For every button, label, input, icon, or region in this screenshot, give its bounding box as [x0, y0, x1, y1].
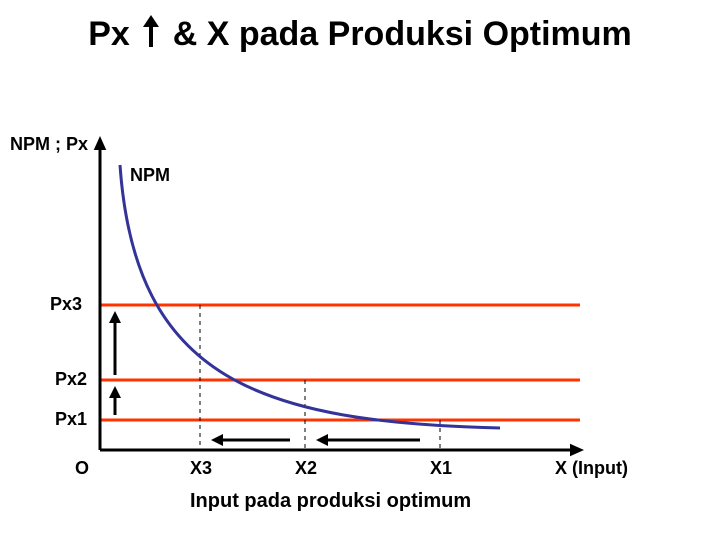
origin-label: O — [75, 458, 89, 479]
caption: Input pada produksi optimum — [190, 490, 471, 513]
px1-label: Px1 — [55, 409, 87, 430]
page: { "title": { "pre": "Px ", "post": " & X… — [0, 0, 720, 540]
x-axis-label: X (Input) — [555, 458, 628, 479]
curve-label: NPM — [130, 165, 170, 186]
x1-label: X1 — [430, 458, 452, 479]
px2-label: Px2 — [55, 369, 87, 390]
y-axis-label: NPM ; Px — [10, 134, 88, 155]
x3-label: X3 — [190, 458, 212, 479]
px3-label: Px3 — [50, 294, 82, 315]
x2-label: X2 — [295, 458, 317, 479]
